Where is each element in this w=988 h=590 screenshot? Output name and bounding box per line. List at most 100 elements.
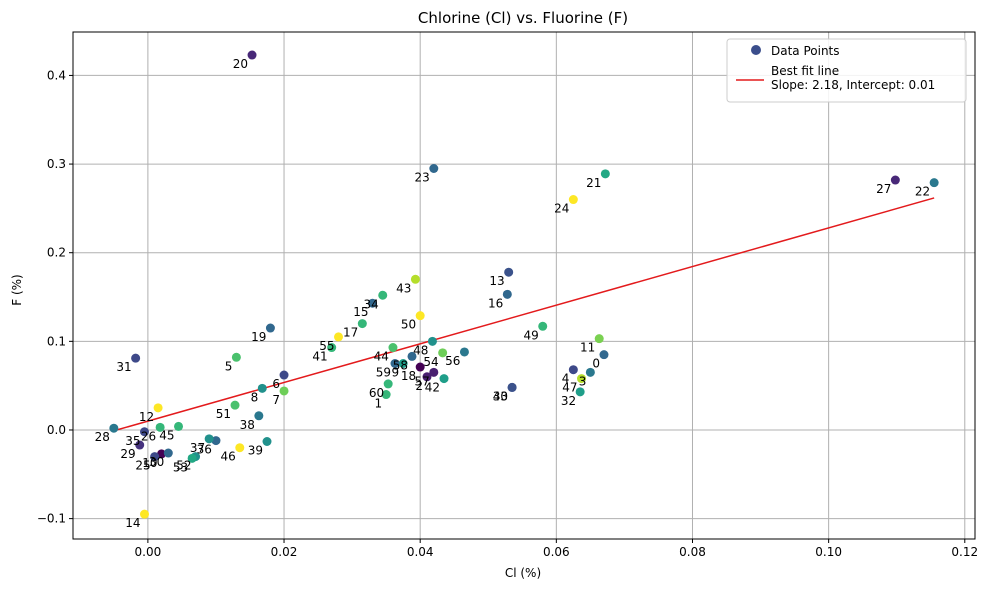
data-point (398, 359, 408, 368)
data-point-label: 3 (579, 374, 587, 388)
y-tick-label: −0.1 (37, 512, 66, 526)
data-point (368, 298, 378, 308)
data-point-label: 26 (141, 429, 156, 443)
data-point-label: 45 (159, 428, 174, 442)
data-point-label: 30 (149, 455, 164, 469)
data-point (131, 353, 141, 363)
data-point-label: 55 (319, 339, 334, 353)
data-point (235, 443, 245, 453)
data-point (390, 359, 400, 368)
data-point (174, 421, 184, 431)
data-point (139, 427, 149, 437)
data-point (279, 386, 289, 396)
data-point (155, 422, 165, 432)
data-point-label: 50 (401, 318, 416, 332)
data-point-label: 51 (216, 407, 231, 421)
data-point-label: 47 (562, 381, 577, 395)
data-point-label: 10 (142, 456, 157, 470)
data-point-label: 16 (488, 296, 503, 310)
data-point-label: 20 (233, 57, 248, 71)
data-point (504, 267, 514, 277)
data-point (439, 374, 449, 384)
data-point (929, 178, 939, 188)
data-point (422, 372, 432, 382)
data-point (327, 343, 337, 353)
data-point (279, 370, 289, 380)
data-point (211, 436, 221, 446)
data-point-label: 6 (272, 377, 280, 391)
y-axis-label: F (%) (10, 274, 24, 305)
data-point (153, 403, 163, 413)
data-point (415, 311, 425, 321)
data-point (577, 374, 587, 384)
data-point (600, 169, 610, 179)
data-point-label: 11 (580, 341, 595, 355)
data-point (187, 453, 197, 463)
data-point-label: 60 (369, 386, 384, 400)
data-point-label: 2 (415, 379, 423, 393)
data-point (438, 348, 448, 358)
data-point (594, 334, 604, 344)
data-point-label: 12 (139, 410, 154, 424)
data-point-label: 34 (363, 297, 378, 311)
data-point-label: 39 (248, 444, 263, 458)
data-point (230, 400, 240, 410)
x-tick-label: 0.00 (135, 545, 162, 559)
data-point-label: 29 (120, 447, 135, 461)
data-point-label: 21 (586, 176, 601, 190)
x-tick-label: 0.04 (407, 545, 434, 559)
data-point-label: 57 (415, 374, 430, 388)
data-point-label: 31 (116, 360, 131, 374)
data-point (109, 423, 119, 433)
data-point (139, 509, 149, 519)
data-point (427, 336, 437, 346)
data-point-label: 5 (225, 359, 233, 373)
x-tick-label: 0.02 (271, 545, 298, 559)
legend: Data Points Best fit line Slope: 2.18, In… (726, 38, 967, 103)
data-point-label: 25 (135, 459, 150, 473)
legend-fit-line-text-line: Best fit line (771, 64, 839, 78)
grid-lines (73, 32, 975, 539)
data-point-label: 28 (95, 430, 110, 444)
data-point-label: 0 (592, 357, 600, 371)
data-point (538, 321, 548, 331)
data-point (265, 323, 275, 333)
x-tick-label: 0.06 (543, 545, 570, 559)
data-point-label: 1 (375, 397, 383, 411)
fit-line-layer (113, 197, 935, 432)
data-point-label: 54 (423, 355, 438, 369)
legend-fit-line-label: Best fit line Slope: 2.18, Intercept: 0.0… (771, 64, 935, 92)
legend-points-marker (751, 45, 761, 55)
data-point-label: 38 (240, 418, 255, 432)
data-point-label: 42 (425, 381, 440, 395)
best-fit-line (113, 197, 935, 432)
data-point (333, 332, 343, 342)
data-point (156, 449, 166, 459)
y-tick-label: 0.0 (47, 423, 66, 437)
data-point-label: 13 (489, 274, 504, 288)
data-point-label: 32 (561, 394, 576, 408)
data-point (599, 350, 609, 360)
data-point (459, 347, 469, 357)
data-point-label: 9 (392, 366, 400, 380)
data-point-label: 37 (190, 441, 205, 455)
data-point (568, 365, 578, 375)
legend-fit-line-text-line: Slope: 2.18, Intercept: 0.01 (771, 78, 935, 92)
data-point-label: 48 (413, 343, 428, 357)
data-point-label: 52 (176, 459, 191, 473)
data-point (163, 448, 173, 458)
data-point (247, 50, 257, 60)
x-tick-label: 0.10 (815, 545, 842, 559)
data-point-label: 33 (493, 389, 508, 403)
data-point (204, 434, 214, 444)
data-point (429, 367, 439, 377)
legend-points-label: Data Points (771, 44, 840, 58)
x-tick-label: 0.08 (679, 545, 706, 559)
data-point (890, 175, 900, 185)
legend-box (726, 38, 967, 103)
x-axis-label: Cl (%) (505, 566, 541, 580)
data-point-label: 7 (272, 393, 280, 407)
data-point (407, 351, 417, 361)
x-tick-label: 0.12 (951, 545, 978, 559)
